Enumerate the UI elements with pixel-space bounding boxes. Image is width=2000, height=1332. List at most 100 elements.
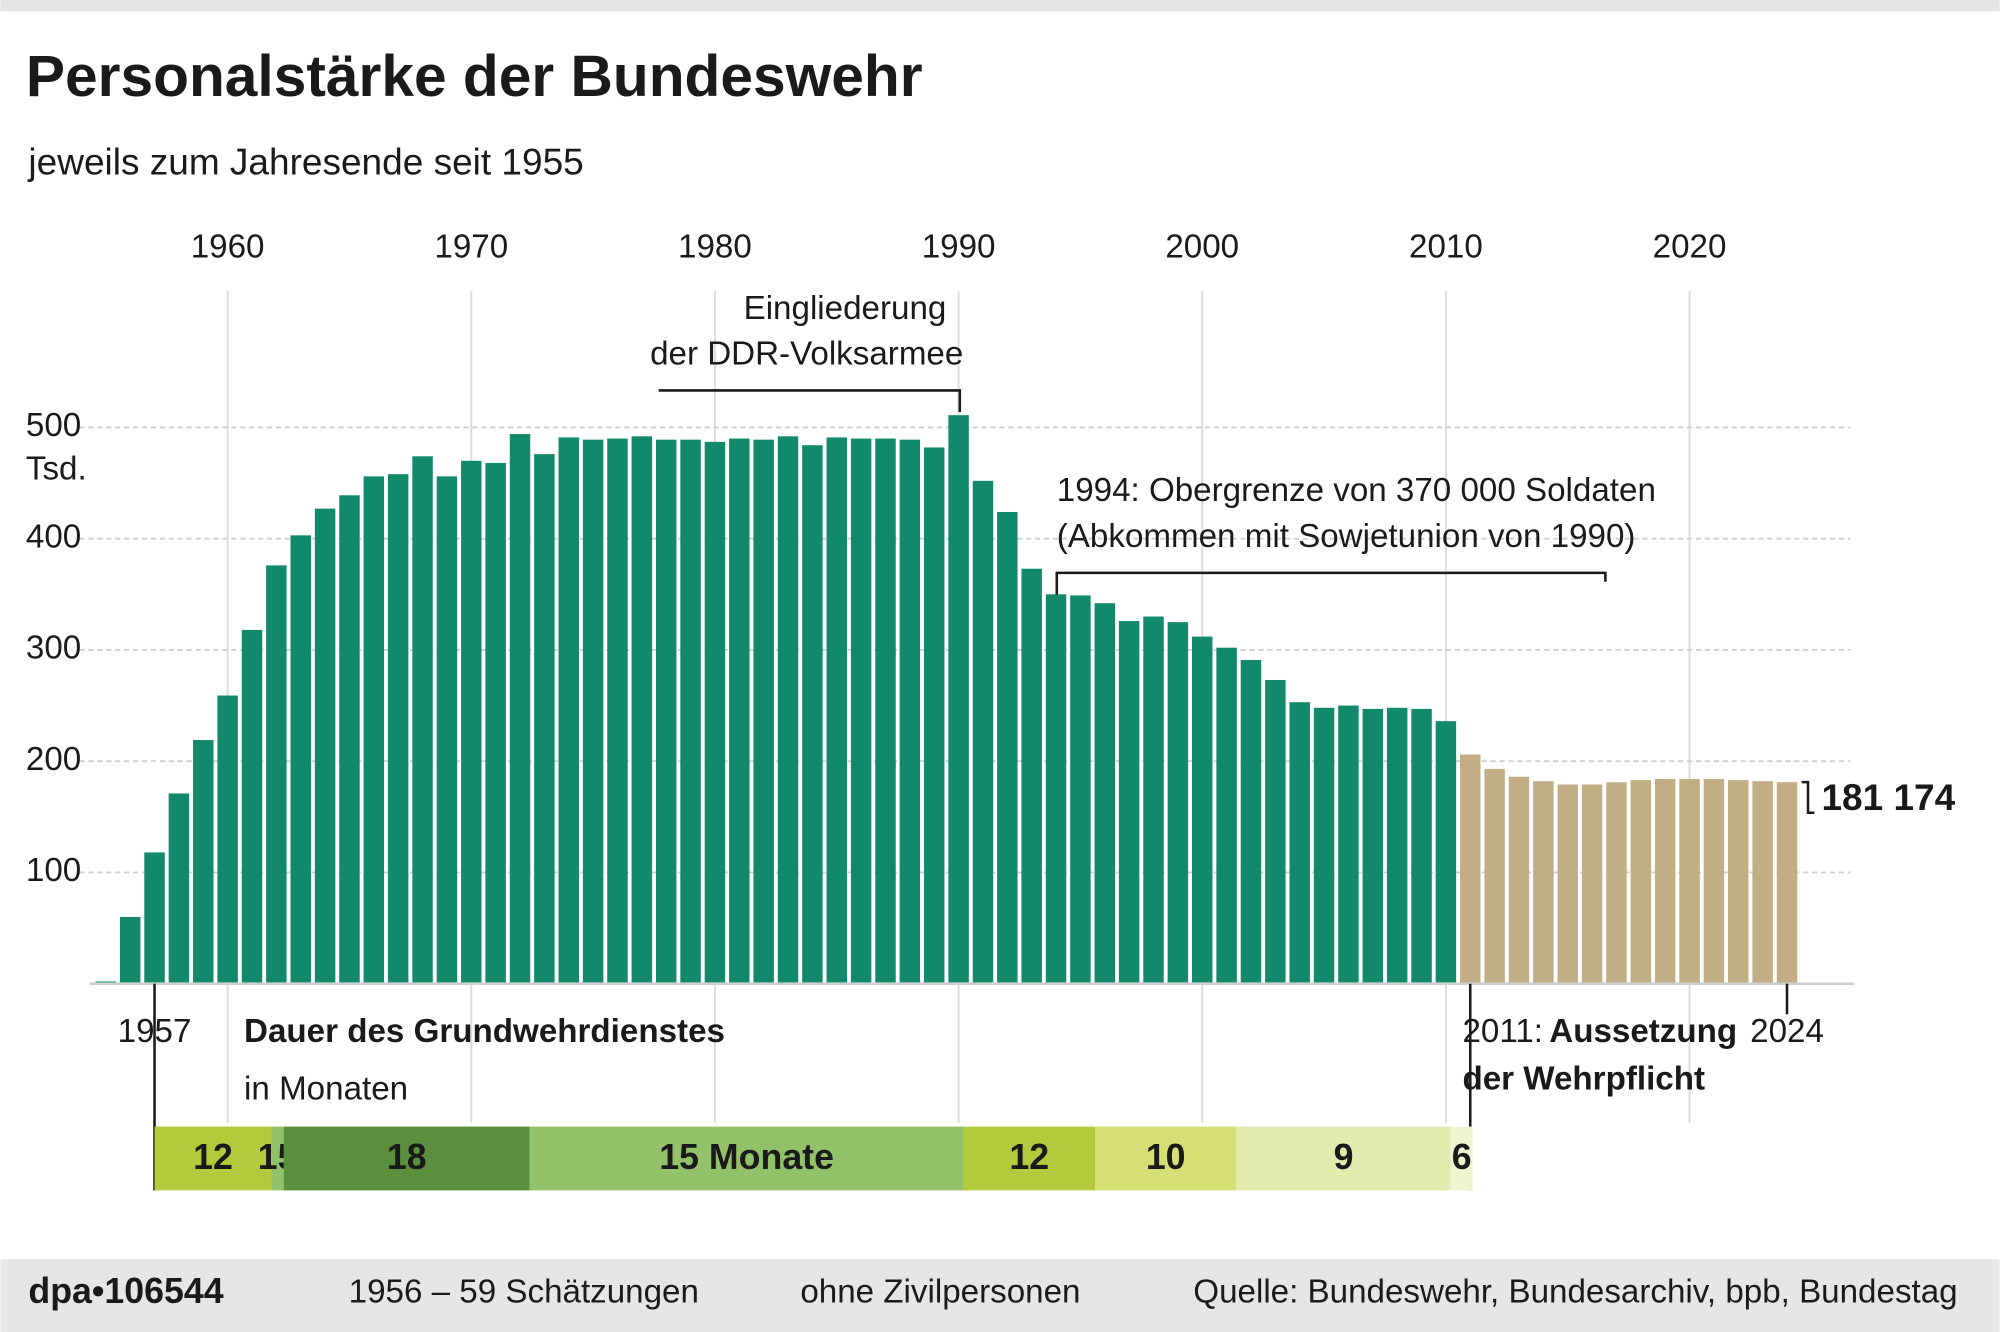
bar [1557, 784, 1578, 984]
footer-note: 1956 – 59 Schätzungen [349, 1273, 699, 1310]
bar [875, 438, 896, 984]
y-unit: Tsd. [26, 451, 87, 488]
bar [436, 476, 458, 984]
bar [1192, 636, 1213, 984]
service-segment [529, 1126, 964, 1191]
bar [607, 438, 628, 984]
x-marker-label: 1957 [118, 1013, 192, 1050]
service-label: 6 [1452, 1137, 1472, 1177]
x-tick-label: 1980 [678, 229, 752, 266]
footer-bg [0, 1259, 2000, 1332]
bar [461, 460, 482, 984]
bar [1045, 594, 1067, 984]
bar [704, 441, 726, 984]
x-tick-label: 1960 [191, 229, 265, 266]
x-tick-label: 1970 [434, 229, 508, 266]
bar [680, 439, 701, 984]
bar [899, 439, 921, 984]
bar [1581, 784, 1603, 984]
annotation: 2011: [1463, 1013, 1544, 1050]
bar [266, 565, 287, 984]
bar [1167, 622, 1189, 984]
service-segment [271, 1126, 284, 1191]
service-label: 12 [1009, 1137, 1049, 1177]
service-subtitle: in Monaten [244, 1071, 408, 1108]
service-segment [1095, 1126, 1237, 1191]
y-tick-label: 100 [26, 852, 81, 889]
bar [290, 535, 311, 984]
bar [363, 476, 385, 984]
bar [1118, 620, 1140, 984]
bar [1070, 595, 1091, 984]
bar [241, 629, 263, 984]
bar [1484, 768, 1505, 984]
bar [217, 695, 238, 984]
bar [1728, 780, 1749, 984]
top-strip [0, 0, 2000, 12]
service-label: 10 [1146, 1137, 1186, 1177]
bar [1679, 778, 1700, 984]
service-label: 15 Monate [659, 1137, 834, 1177]
bar [1338, 705, 1359, 984]
x-tick-label: 2010 [1409, 229, 1483, 266]
footer-id: dpa•106544 [28, 1271, 223, 1311]
service-title: Dauer des Grundwehrdienstes [244, 1013, 725, 1050]
bar [1240, 659, 1262, 984]
annotation: (Abkommen mit Sowjetunion von 1990) [1057, 518, 1636, 555]
bar [412, 456, 433, 984]
bar [1533, 781, 1554, 984]
bar [826, 437, 847, 984]
bar [1752, 781, 1773, 984]
bar [1143, 616, 1164, 984]
footer-source: Quelle: Bundeswehr, Bundesarchiv, bpb, B… [1193, 1273, 1957, 1310]
bar [193, 740, 214, 984]
annotation: der DDR-Volksarmee [650, 336, 963, 373]
footer-note: ohne Zivilpersonen [800, 1273, 1080, 1310]
bar [387, 474, 409, 984]
bar [997, 511, 1018, 984]
bar [1362, 708, 1384, 984]
bar [1654, 778, 1676, 984]
bar [850, 438, 872, 984]
bar [1435, 721, 1457, 984]
bar [923, 447, 945, 984]
service-label: 12 [193, 1137, 233, 1177]
bar [168, 793, 190, 984]
x-marker-label: 2024 [1750, 1013, 1824, 1050]
annotation-bracket [1055, 571, 1607, 595]
y-tick-label: 500 [26, 407, 81, 444]
y-tick-label: 400 [26, 518, 81, 555]
chart-title: Personalstärke der Bundeswehr [26, 44, 923, 109]
bar [631, 436, 653, 984]
x-tick-label: 2020 [1653, 229, 1727, 266]
annotation: Eingliederung [744, 290, 947, 327]
bar [1265, 679, 1286, 984]
bar [314, 508, 336, 984]
annotation: der Wehrpflicht [1463, 1060, 1706, 1097]
bar [1411, 708, 1432, 984]
service-segment [154, 1126, 272, 1191]
bar [1216, 647, 1237, 984]
service-segment [1236, 1126, 1451, 1191]
x-tick-label: 1990 [922, 229, 996, 266]
bar [119, 916, 141, 984]
service-segment [283, 1126, 530, 1191]
y-tick-label: 200 [26, 741, 81, 778]
bar [1386, 707, 1408, 984]
bar [948, 415, 969, 984]
bar [1703, 778, 1725, 984]
service-label: 18 [387, 1137, 427, 1177]
bar [582, 439, 604, 984]
value-label: 181 174 [1821, 777, 1955, 818]
bar [534, 454, 555, 984]
bar [753, 439, 774, 984]
bar [1313, 707, 1335, 984]
y-tick-label: 300 [26, 630, 81, 667]
bar [485, 463, 506, 984]
bar [972, 480, 994, 984]
annotation: Aussetzung [1549, 1013, 1737, 1050]
service-segment [963, 1126, 1096, 1191]
bar [1094, 603, 1116, 984]
annotation-bracket [658, 389, 962, 413]
